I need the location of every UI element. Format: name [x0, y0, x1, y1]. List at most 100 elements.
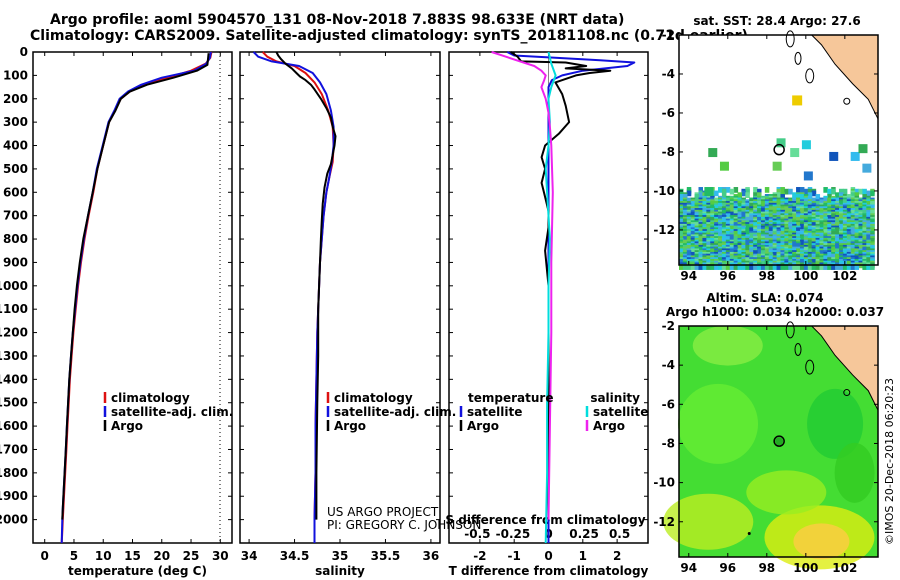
sst-pixel [827, 194, 832, 200]
sst-pixel [788, 264, 793, 270]
sst-pixel [721, 237, 727, 244]
sst-pixel [807, 264, 813, 270]
sst-pixel [745, 250, 750, 256]
sst-pixel [690, 211, 696, 218]
map-sla-island-dot [747, 532, 751, 536]
credit-project: US ARGO PROJECT [327, 505, 439, 519]
sst-pixel [725, 187, 731, 193]
sst-pixel [846, 264, 852, 270]
temperature-x-tick-label: 0 [41, 549, 49, 563]
map-sla [663, 321, 879, 570]
sst-pixel [796, 194, 801, 200]
map-sst-y-tick-label: -4 [662, 67, 675, 81]
depth-tick-label: 1200 [0, 326, 28, 340]
sst-pixel [714, 197, 719, 204]
map-sla-y-tick-label: -8 [662, 436, 675, 450]
difference-s-tick-label: 0.5 [609, 527, 630, 541]
sst-pixel [799, 223, 805, 230]
difference-legend-title-salinity: salinity [590, 391, 640, 405]
sst-pixel [702, 264, 707, 270]
sst-pixel [776, 192, 782, 199]
sst-pixel [753, 187, 758, 193]
sst-pixel [725, 230, 731, 237]
map-sst-x-tick-label: 94 [680, 269, 697, 283]
sst-pixel [838, 215, 844, 221]
sst-pixel [835, 264, 840, 270]
sst-pixel [725, 213, 731, 220]
credit-imos-timestamp: ©IMOS 20-Dec-2018 06:20:23 [883, 378, 896, 545]
sst-pixel [737, 192, 743, 199]
sst-pixel [706, 227, 711, 234]
sst-pixel [749, 251, 754, 258]
sst-pixel [729, 255, 735, 262]
depth-tick-label: 1600 [0, 419, 28, 433]
sst-pixel [838, 188, 844, 195]
sst-pixel [714, 204, 719, 211]
depth-tick-label: 200 [3, 92, 28, 106]
map-sst-y-tick-label: -8 [662, 145, 675, 159]
sst-pixel [721, 264, 727, 270]
sst-pixel [741, 190, 746, 197]
map-sla-frame [678, 325, 879, 558]
map-sst-island [843, 97, 851, 105]
figure-title-line1: Argo profile: aoml 5904570_131 08-Nov-20… [50, 12, 625, 28]
map-sla-float-fill [775, 437, 784, 446]
depth-tick-label: 0 [20, 45, 28, 59]
sst-pixel [737, 202, 743, 209]
map-sla-island [785, 321, 795, 339]
map-sst-y-tick-label: -10 [653, 184, 675, 198]
map-sla-island [794, 342, 802, 356]
sst-pixel [760, 202, 766, 209]
sst-pixel [729, 215, 735, 221]
sst-pixel [686, 264, 692, 270]
sst-pixel [827, 237, 832, 244]
sst-pixel [811, 258, 817, 265]
sst-pixel [792, 95, 803, 106]
map-sst-y-tick-label: -12 [653, 223, 675, 237]
temperature-x-tick-label: 30 [212, 549, 229, 563]
sst-pixel [780, 187, 785, 193]
map-sst-x-tick-label: 100 [793, 269, 818, 283]
salinity-x-tick-label: 35 [332, 549, 349, 563]
sst-pixel [792, 192, 797, 199]
difference-salinity-legend-label: Argo [593, 419, 625, 433]
sst-pixel [704, 187, 714, 197]
sst-pixel [801, 140, 811, 150]
sst-pixel [811, 264, 817, 270]
sst-pixel [854, 220, 860, 227]
salinity-series-argo [275, 51, 337, 520]
map-sst-y-tick-label: -2 [662, 28, 675, 42]
salinity-series-climatology [261, 51, 335, 543]
sst-pixel [819, 250, 824, 256]
sst-pixel [721, 202, 727, 209]
sst-pixel [745, 230, 750, 237]
sst-pixel [819, 215, 824, 221]
sst-pixel [866, 257, 871, 263]
sst-pixel [729, 264, 735, 270]
difference-s-tick-label: -0.5 [464, 527, 490, 541]
sst-pixel [682, 236, 688, 242]
sla-blob [807, 388, 864, 459]
map-sst-float-marker [773, 143, 785, 156]
sst-pixel [827, 188, 832, 195]
sst-pixel [733, 264, 739, 270]
sst-pixel [807, 188, 813, 195]
salinity-legend-label: climatology [334, 391, 413, 405]
sst-pixel [686, 206, 692, 213]
temperature-legend-label: satellite-adj. clim. [111, 405, 233, 419]
sst-pixel [745, 206, 750, 213]
sla-blob [692, 325, 763, 366]
sst-pixel [799, 239, 805, 246]
sla-blob [678, 383, 759, 464]
map-sst [678, 30, 879, 270]
depth-tick-label: 1700 [0, 442, 28, 456]
sst-pixel [819, 223, 824, 230]
difference-t-tick-label: -1 [508, 549, 521, 563]
sst-pixel [811, 190, 817, 197]
sst-pixel [835, 197, 840, 204]
map-sla-y-tick-label: -4 [662, 358, 675, 372]
difference-temperature-legend-label: satellite [467, 405, 522, 419]
sst-pixel [745, 264, 750, 270]
sst-pixel [708, 148, 718, 158]
sst-pixel [799, 236, 805, 242]
